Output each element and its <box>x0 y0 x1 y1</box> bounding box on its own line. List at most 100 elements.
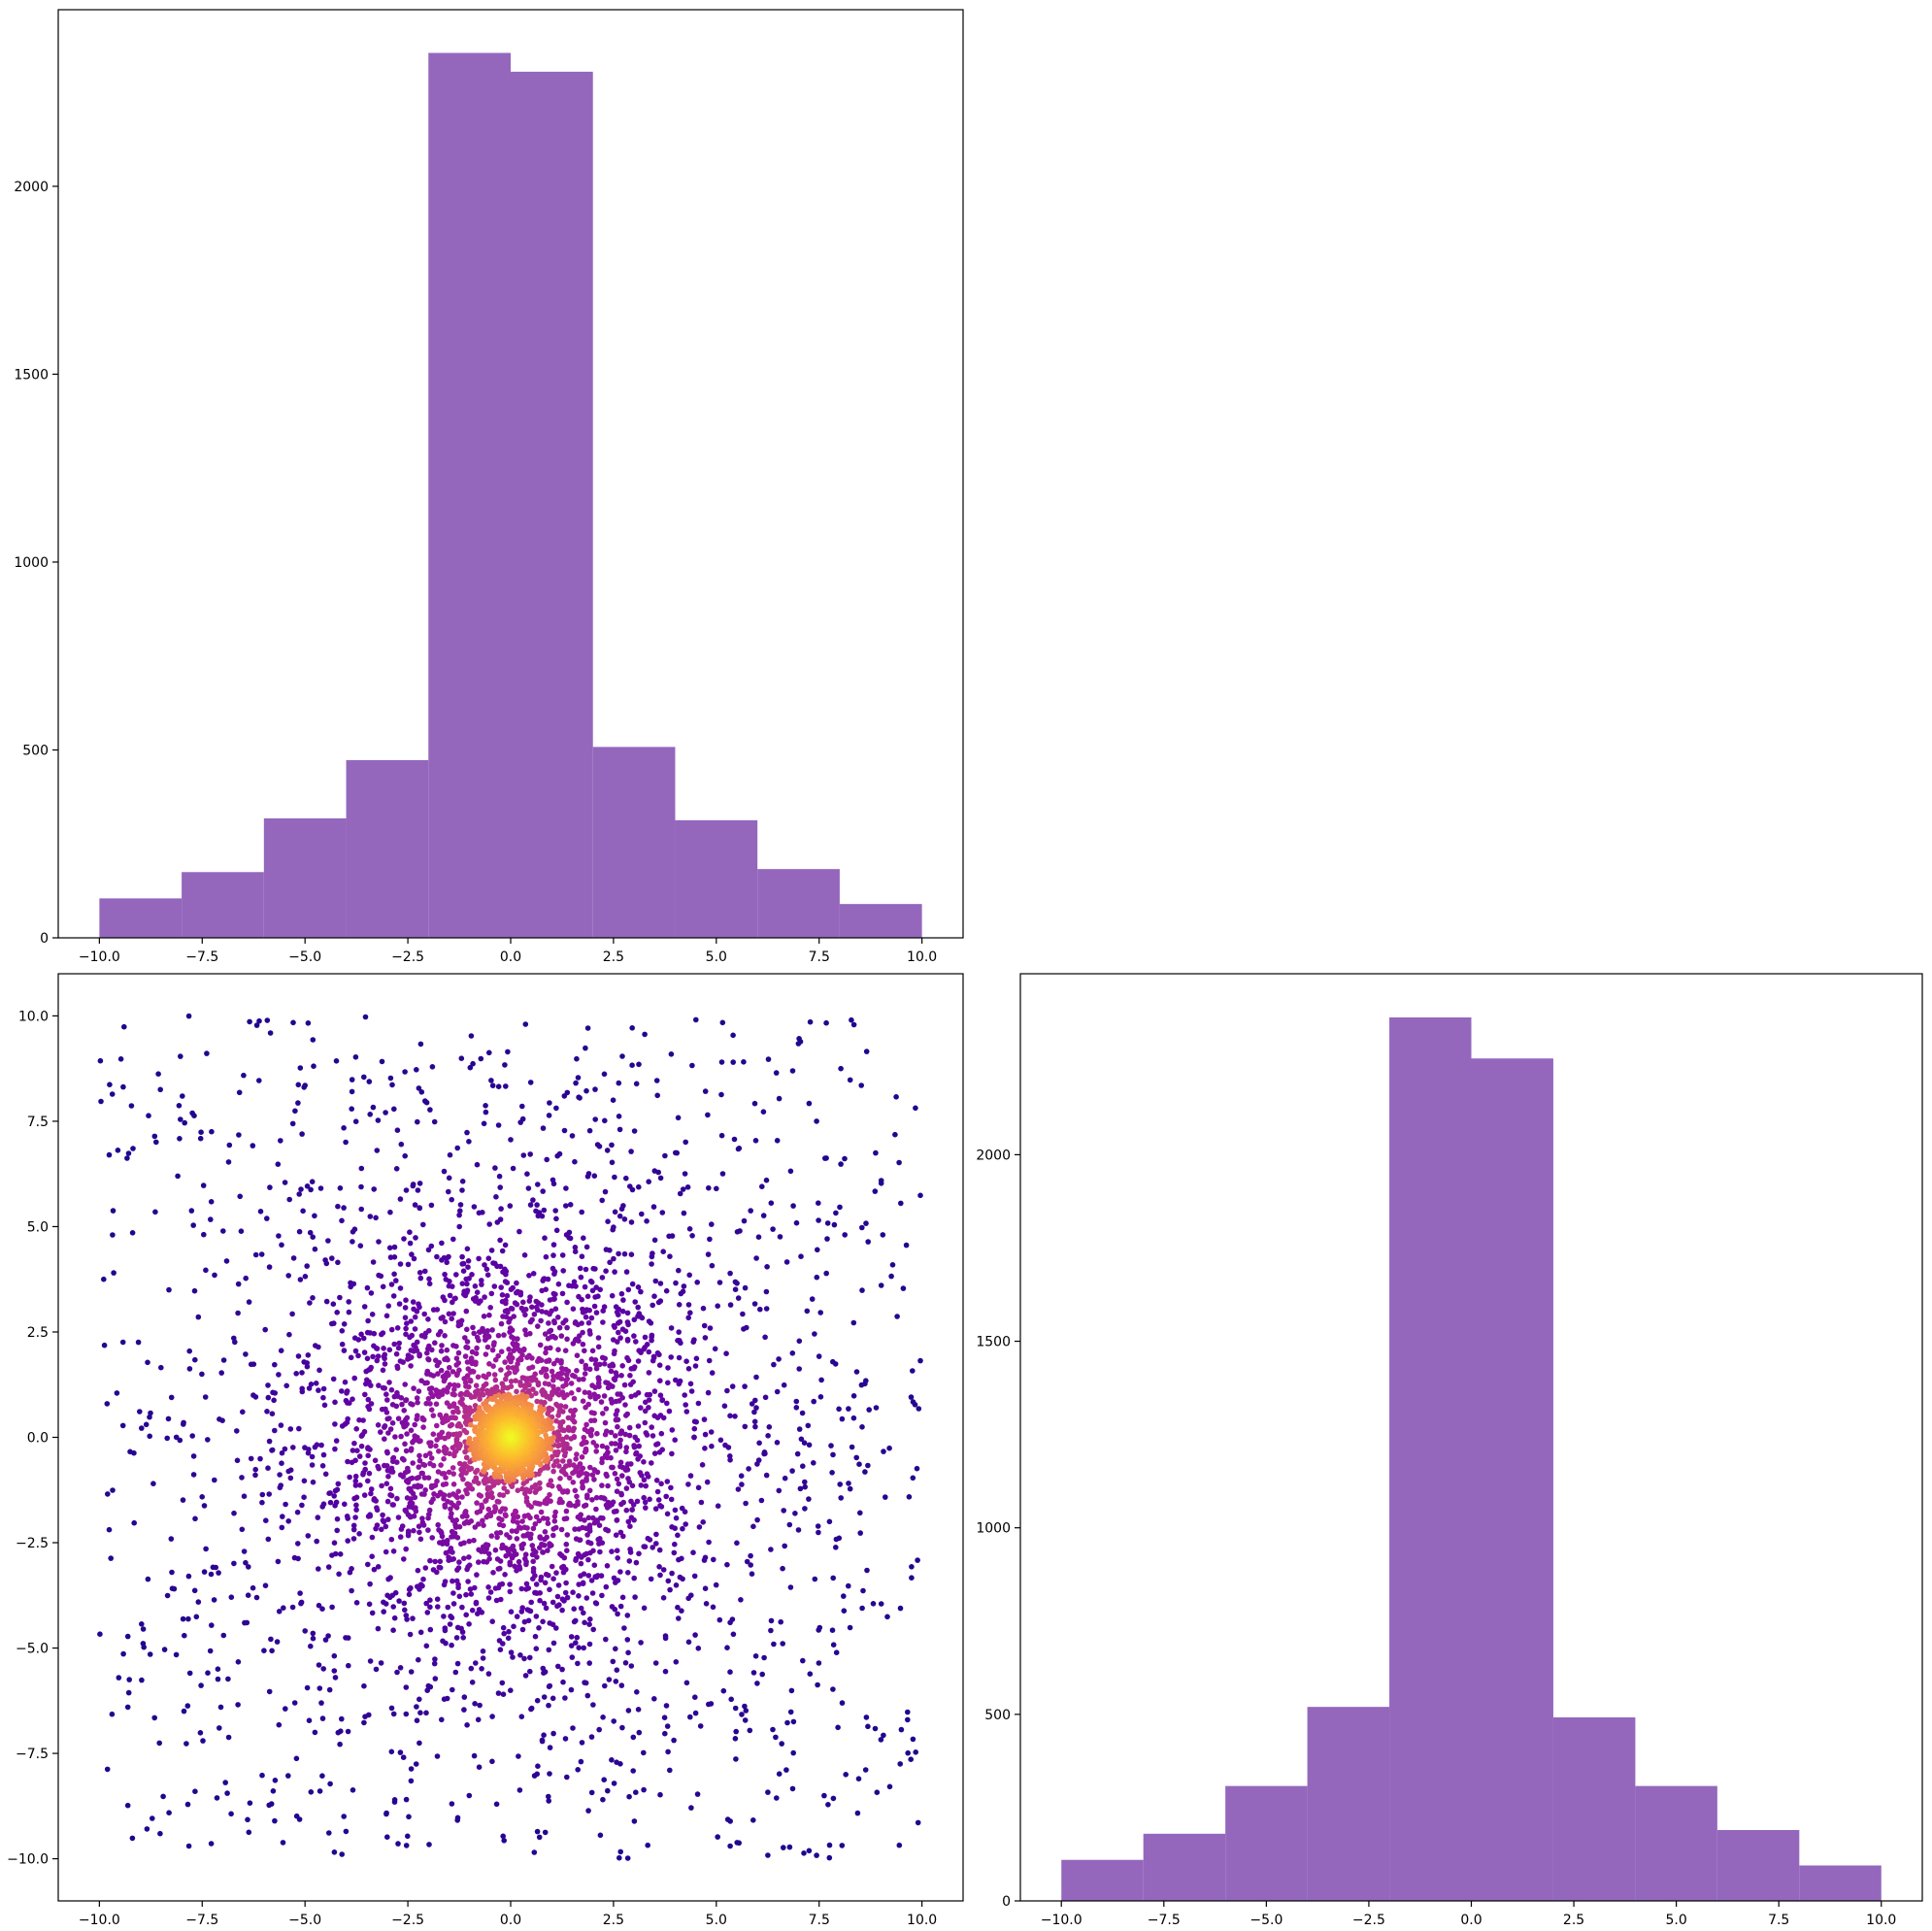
scatter-point <box>380 1283 386 1290</box>
scatter-point <box>878 1282 884 1288</box>
scatter-point <box>505 1384 511 1391</box>
scatter-point <box>462 1292 469 1299</box>
scatter-point <box>910 1736 916 1743</box>
scatter-point <box>109 1711 116 1717</box>
scatter-point <box>139 1621 145 1627</box>
scatter-point <box>498 1320 505 1327</box>
scatter-point <box>802 1479 808 1485</box>
scatter-point <box>593 1310 600 1315</box>
scatter-point <box>692 1710 699 1716</box>
scatter-point <box>466 1538 473 1545</box>
scatter-point <box>400 1754 407 1760</box>
scatter-point <box>519 1485 525 1492</box>
scatter-point <box>662 1730 668 1737</box>
scatter-point <box>398 1395 405 1401</box>
scatter-point <box>526 1273 532 1279</box>
scatter-point <box>439 1257 445 1263</box>
scatter-point <box>486 1049 492 1056</box>
scatter-point <box>267 1184 273 1190</box>
scatter-point <box>247 1018 252 1025</box>
scatter-point <box>551 1430 557 1436</box>
scatter-point <box>106 1526 113 1533</box>
scatter-point <box>650 1302 655 1309</box>
scatter-point <box>517 1291 524 1298</box>
scatter-point <box>485 1550 492 1557</box>
scatter-point <box>487 1305 494 1311</box>
scatter-point <box>457 1202 464 1208</box>
scatter-point <box>894 1314 900 1319</box>
scatter-point <box>734 1840 740 1846</box>
scatter-point <box>685 1595 691 1602</box>
scatter-point <box>693 1355 700 1362</box>
scatter-point <box>428 1243 435 1249</box>
scatter-point <box>550 1468 556 1475</box>
scatter-point <box>734 1229 741 1235</box>
scatter-point <box>135 1339 142 1346</box>
scatter-point <box>824 1236 830 1242</box>
scatter-point <box>576 1581 582 1587</box>
scatter-point <box>237 1193 243 1200</box>
scatter-point <box>108 1555 114 1561</box>
scatter-point <box>115 1148 121 1153</box>
scatter-point <box>451 1386 457 1392</box>
scatter-point <box>687 1310 693 1315</box>
scatter-point <box>614 1759 619 1765</box>
scatter-point <box>394 1459 400 1465</box>
scatter-point <box>587 1464 593 1471</box>
scatter-point <box>583 1244 590 1250</box>
scatter-point <box>280 1840 286 1846</box>
scatter-point <box>522 1327 528 1333</box>
scatter-point <box>403 1297 409 1303</box>
scatter-point <box>330 1301 337 1307</box>
scatter-point <box>514 1289 519 1296</box>
scatter-point <box>634 1498 641 1505</box>
scatter-point <box>706 1357 713 1364</box>
scatter-point <box>395 1841 401 1847</box>
scatter-point <box>614 1548 620 1553</box>
scatter-point <box>290 1255 297 1261</box>
scatter-point <box>343 1828 350 1835</box>
scatter-point <box>389 1082 395 1088</box>
scatter-point <box>688 1388 695 1394</box>
scatter-point <box>423 1710 429 1716</box>
scatter-point <box>184 1801 191 1808</box>
scatter-point <box>119 1339 126 1346</box>
scatter-point <box>582 1283 588 1290</box>
scatter-point <box>492 1377 499 1383</box>
scatter-point <box>278 1138 283 1144</box>
scatter-point <box>193 1614 200 1620</box>
scatter-point <box>612 1174 617 1181</box>
scatter-point <box>830 1451 836 1458</box>
scatter-point <box>435 1521 442 1528</box>
scatter-point <box>479 1278 484 1283</box>
scatter-point <box>198 1129 204 1135</box>
scatter-point <box>365 1561 371 1568</box>
scatter-point <box>462 1375 469 1382</box>
scatter-point <box>680 1186 686 1192</box>
scatter-point <box>588 1356 595 1362</box>
scatter-point <box>190 1453 197 1459</box>
scatter-point <box>243 1275 249 1282</box>
scatter-point <box>705 1251 712 1257</box>
scatter-point <box>190 1472 197 1478</box>
scatter-point <box>826 1518 833 1525</box>
scatter-point <box>748 1562 753 1568</box>
scatter-point <box>635 1456 641 1462</box>
scatter-point <box>106 1151 113 1158</box>
scatter-point <box>428 1407 435 1413</box>
scatter-point <box>506 1319 512 1325</box>
scatter-point <box>316 1685 323 1691</box>
scatter-point <box>238 1228 245 1234</box>
histogram-top-left: −10.0 −7.5 −5.0 −2.5 0.0 2.5 5.0 7.5 10.00500100… <box>14 9 964 965</box>
scatter-point <box>235 1659 242 1665</box>
scatter-point <box>390 1502 397 1508</box>
scatter-point <box>626 1558 633 1564</box>
scatter-point <box>789 1468 795 1474</box>
scatter-point <box>332 1446 338 1452</box>
scatter-point <box>727 1669 733 1675</box>
scatter-point <box>671 1737 677 1744</box>
scatter-point <box>341 1348 348 1353</box>
scatter-point <box>322 1637 329 1643</box>
scatter-point <box>414 1416 420 1422</box>
scatter-point <box>515 1336 520 1342</box>
